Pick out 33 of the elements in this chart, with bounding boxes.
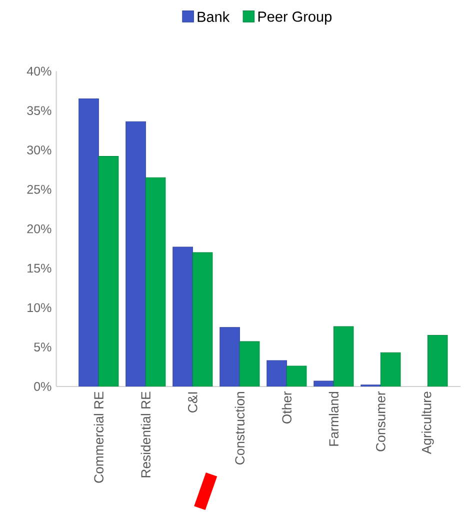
- bar: [78, 98, 100, 386]
- x-tick-label: Commercial RE: [94, 392, 104, 483]
- bar: [126, 121, 146, 386]
- bar: [220, 327, 240, 386]
- bar: [380, 352, 401, 386]
- y-tick-label: 35%: [27, 106, 52, 116]
- bar: [240, 341, 260, 386]
- x-tick-label: Consumer: [376, 391, 386, 452]
- x-tick-label: Farmland: [329, 392, 339, 446]
- y-tick-label: 20%: [27, 224, 52, 234]
- bar: [428, 334, 448, 386]
- bar: [146, 177, 166, 386]
- x-tick-label: Other: [282, 391, 292, 424]
- legend-label: Bank: [198, 11, 230, 22]
- legend-label: Peer Group: [258, 12, 332, 25]
- y-tick-label: 30%: [27, 146, 52, 154]
- y-tick-label: 5%: [34, 342, 52, 352]
- y-tick-label: 15%: [28, 264, 52, 273]
- x-tick-label: C&I: [188, 392, 198, 412]
- y-tick-label: 40%: [27, 66, 52, 76]
- x-tick-label: Agriculture: [422, 392, 434, 454]
- x-tick-label: Residential RE: [141, 392, 151, 478]
- bar: [192, 252, 213, 386]
- y-tick-label: 10%: [28, 303, 52, 312]
- bar: [172, 246, 194, 386]
- bar: [266, 360, 288, 386]
- y-tick-label: 0%: [34, 382, 52, 391]
- bar: [314, 380, 334, 386]
- x-tick-label: Construction: [235, 392, 245, 464]
- bar: [286, 366, 307, 386]
- y-tick-label: 25%: [27, 184, 52, 194]
- bar: [98, 156, 119, 386]
- bar: [334, 326, 354, 386]
